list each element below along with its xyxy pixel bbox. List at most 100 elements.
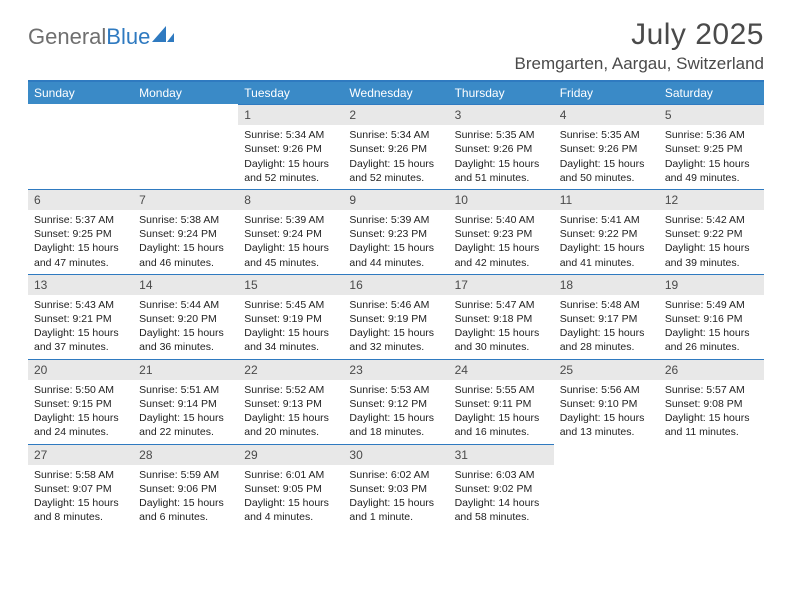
sunrise-line: Sunrise: 5:55 AM (455, 383, 548, 397)
calendar-cell: 24Sunrise: 5:55 AMSunset: 9:11 PMDayligh… (449, 359, 554, 444)
sunrise-line: Sunrise: 5:57 AM (665, 383, 758, 397)
calendar-cell: 1Sunrise: 5:34 AMSunset: 9:26 PMDaylight… (238, 104, 343, 189)
calendar-cell: 18Sunrise: 5:48 AMSunset: 9:17 PMDayligh… (554, 274, 659, 359)
day-number: 12 (659, 189, 764, 210)
header: GeneralBlue July 2025 Bremgarten, Aargau… (28, 18, 764, 74)
calendar-table: Sunday Monday Tuesday Wednesday Thursday… (28, 82, 764, 528)
day-body: Sunrise: 5:45 AMSunset: 9:19 PMDaylight:… (238, 295, 343, 359)
sunset-line: Sunset: 9:06 PM (139, 482, 232, 496)
day-body: Sunrise: 5:39 AMSunset: 9:23 PMDaylight:… (343, 210, 448, 274)
calendar-cell: 19Sunrise: 5:49 AMSunset: 9:16 PMDayligh… (659, 274, 764, 359)
daylight-line: Daylight: 15 hours and 45 minutes. (244, 241, 337, 269)
calendar-row: 20Sunrise: 5:50 AMSunset: 9:15 PMDayligh… (28, 359, 764, 444)
calendar-cell: 4Sunrise: 5:35 AMSunset: 9:26 PMDaylight… (554, 104, 659, 189)
day-number: 10 (449, 189, 554, 210)
sunrise-line: Sunrise: 5:34 AM (244, 128, 337, 142)
day-body: Sunrise: 6:02 AMSunset: 9:03 PMDaylight:… (343, 465, 448, 529)
day-number: 18 (554, 274, 659, 295)
day-body: Sunrise: 5:56 AMSunset: 9:10 PMDaylight:… (554, 380, 659, 444)
calendar-row: 27Sunrise: 5:58 AMSunset: 9:07 PMDayligh… (28, 444, 764, 529)
sunrise-line: Sunrise: 5:50 AM (34, 383, 127, 397)
day-body: Sunrise: 5:51 AMSunset: 9:14 PMDaylight:… (133, 380, 238, 444)
day-number: 7 (133, 189, 238, 210)
day-body: Sunrise: 5:50 AMSunset: 9:15 PMDaylight:… (28, 380, 133, 444)
sunrise-line: Sunrise: 5:42 AM (665, 213, 758, 227)
sunset-line: Sunset: 9:18 PM (455, 312, 548, 326)
calendar-row: 1Sunrise: 5:34 AMSunset: 9:26 PMDaylight… (28, 104, 764, 189)
day-number: 30 (343, 444, 448, 465)
sunset-line: Sunset: 9:20 PM (139, 312, 232, 326)
sunrise-line: Sunrise: 5:48 AM (560, 298, 653, 312)
calendar-cell: 17Sunrise: 5:47 AMSunset: 9:18 PMDayligh… (449, 274, 554, 359)
sunrise-line: Sunrise: 5:56 AM (560, 383, 653, 397)
calendar-cell (659, 444, 764, 529)
weekday-header: Sunday (28, 82, 133, 104)
calendar-cell: 7Sunrise: 5:38 AMSunset: 9:24 PMDaylight… (133, 189, 238, 274)
logo-text-1: General (28, 26, 106, 48)
sunset-line: Sunset: 9:15 PM (34, 397, 127, 411)
month-title: July 2025 (515, 18, 764, 52)
weekday-header-row: Sunday Monday Tuesday Wednesday Thursday… (28, 82, 764, 104)
calendar-cell: 9Sunrise: 5:39 AMSunset: 9:23 PMDaylight… (343, 189, 448, 274)
calendar-cell: 31Sunrise: 6:03 AMSunset: 9:02 PMDayligh… (449, 444, 554, 529)
sunrise-line: Sunrise: 5:35 AM (455, 128, 548, 142)
sunset-line: Sunset: 9:22 PM (560, 227, 653, 241)
calendar-cell: 12Sunrise: 5:42 AMSunset: 9:22 PMDayligh… (659, 189, 764, 274)
sunrise-line: Sunrise: 6:02 AM (349, 468, 442, 482)
calendar-cell: 25Sunrise: 5:56 AMSunset: 9:10 PMDayligh… (554, 359, 659, 444)
day-body: Sunrise: 5:48 AMSunset: 9:17 PMDaylight:… (554, 295, 659, 359)
daylight-line: Daylight: 15 hours and 41 minutes. (560, 241, 653, 269)
day-number: 16 (343, 274, 448, 295)
day-body: Sunrise: 5:57 AMSunset: 9:08 PMDaylight:… (659, 380, 764, 444)
day-body: Sunrise: 6:01 AMSunset: 9:05 PMDaylight:… (238, 465, 343, 529)
daylight-line: Daylight: 15 hours and 46 minutes. (139, 241, 232, 269)
sunset-line: Sunset: 9:19 PM (244, 312, 337, 326)
calendar-cell: 23Sunrise: 5:53 AMSunset: 9:12 PMDayligh… (343, 359, 448, 444)
weekday-header: Friday (554, 82, 659, 104)
day-body: Sunrise: 5:49 AMSunset: 9:16 PMDaylight:… (659, 295, 764, 359)
day-body: Sunrise: 5:58 AMSunset: 9:07 PMDaylight:… (28, 465, 133, 529)
day-body: Sunrise: 5:40 AMSunset: 9:23 PMDaylight:… (449, 210, 554, 274)
daylight-line: Daylight: 15 hours and 11 minutes. (665, 411, 758, 439)
sunrise-line: Sunrise: 5:59 AM (139, 468, 232, 482)
sunrise-line: Sunrise: 5:45 AM (244, 298, 337, 312)
sunrise-line: Sunrise: 5:38 AM (139, 213, 232, 227)
sunset-line: Sunset: 9:23 PM (455, 227, 548, 241)
daylight-line: Daylight: 15 hours and 4 minutes. (244, 496, 337, 524)
sunset-line: Sunset: 9:08 PM (665, 397, 758, 411)
sunset-line: Sunset: 9:26 PM (244, 142, 337, 156)
sunset-line: Sunset: 9:26 PM (560, 142, 653, 156)
calendar-row: 6Sunrise: 5:37 AMSunset: 9:25 PMDaylight… (28, 189, 764, 274)
sunrise-line: Sunrise: 5:58 AM (34, 468, 127, 482)
daylight-line: Daylight: 15 hours and 30 minutes. (455, 326, 548, 354)
sunrise-line: Sunrise: 5:49 AM (665, 298, 758, 312)
calendar-cell: 20Sunrise: 5:50 AMSunset: 9:15 PMDayligh… (28, 359, 133, 444)
day-body: Sunrise: 5:46 AMSunset: 9:19 PMDaylight:… (343, 295, 448, 359)
calendar-cell: 26Sunrise: 5:57 AMSunset: 9:08 PMDayligh… (659, 359, 764, 444)
day-number: 6 (28, 189, 133, 210)
day-number: 17 (449, 274, 554, 295)
day-body: Sunrise: 5:52 AMSunset: 9:13 PMDaylight:… (238, 380, 343, 444)
sunset-line: Sunset: 9:14 PM (139, 397, 232, 411)
logo-sail-icon (152, 26, 174, 44)
day-number: 21 (133, 359, 238, 380)
day-number: 9 (343, 189, 448, 210)
calendar-cell: 14Sunrise: 5:44 AMSunset: 9:20 PMDayligh… (133, 274, 238, 359)
day-number: 29 (238, 444, 343, 465)
daylight-line: Daylight: 15 hours and 22 minutes. (139, 411, 232, 439)
sunset-line: Sunset: 9:02 PM (455, 482, 548, 496)
day-number: 3 (449, 104, 554, 125)
day-body: Sunrise: 5:59 AMSunset: 9:06 PMDaylight:… (133, 465, 238, 529)
sunrise-line: Sunrise: 5:40 AM (455, 213, 548, 227)
sunset-line: Sunset: 9:26 PM (349, 142, 442, 156)
daylight-line: Daylight: 15 hours and 18 minutes. (349, 411, 442, 439)
day-number: 24 (449, 359, 554, 380)
daylight-line: Daylight: 15 hours and 42 minutes. (455, 241, 548, 269)
location: Bremgarten, Aargau, Switzerland (515, 54, 764, 74)
day-number: 5 (659, 104, 764, 125)
daylight-line: Daylight: 15 hours and 26 minutes. (665, 326, 758, 354)
day-body: Sunrise: 5:47 AMSunset: 9:18 PMDaylight:… (449, 295, 554, 359)
calendar-cell: 22Sunrise: 5:52 AMSunset: 9:13 PMDayligh… (238, 359, 343, 444)
day-body: Sunrise: 6:03 AMSunset: 9:02 PMDaylight:… (449, 465, 554, 529)
daylight-line: Daylight: 15 hours and 44 minutes. (349, 241, 442, 269)
